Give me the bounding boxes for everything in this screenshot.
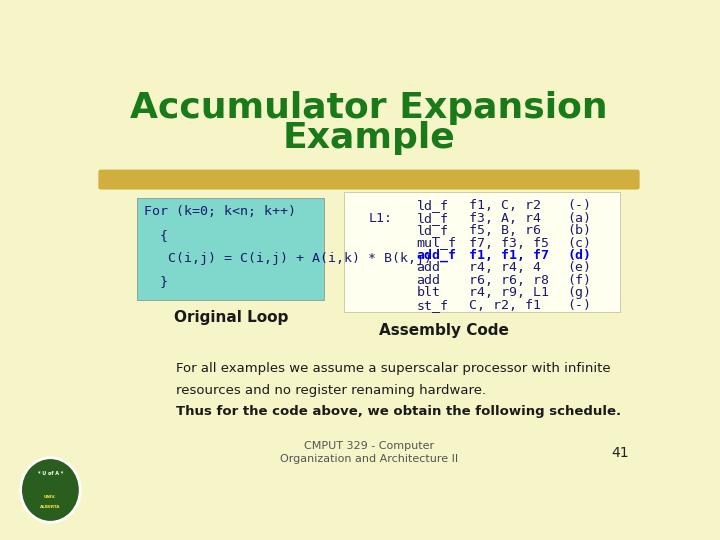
Text: For all examples we assume a superscalar processor with infinite: For all examples we assume a superscalar…: [176, 362, 611, 375]
Text: C, r2, f1: C, r2, f1: [469, 299, 541, 312]
Text: Accumulator Expansion: Accumulator Expansion: [130, 91, 608, 125]
Text: add: add: [416, 274, 441, 287]
Text: (f): (f): [567, 274, 591, 287]
Text: C(i,j) = C(i,j) + A(i,k) * B(k,j): C(i,j) = C(i,j) + A(i,k) * B(k,j): [144, 252, 432, 265]
Text: For (k=0; k<n; k++): For (k=0; k<n; k++): [144, 205, 296, 218]
Text: mul_f: mul_f: [416, 237, 456, 249]
Text: (d): (d): [567, 249, 591, 262]
Text: 41: 41: [611, 446, 629, 460]
Text: (-): (-): [567, 299, 591, 312]
Text: r6, r6, r8: r6, r6, r8: [469, 274, 549, 287]
Text: f3, A, r4: f3, A, r4: [469, 212, 541, 225]
FancyBboxPatch shape: [138, 198, 324, 300]
Text: resources and no register renaming hardware.: resources and no register renaming hardw…: [176, 384, 487, 397]
Text: st_f: st_f: [416, 299, 449, 312]
Text: L1:: L1:: [369, 212, 393, 225]
Text: Thus for the code above, we obtain the following schedule.: Thus for the code above, we obtain the f…: [176, 406, 621, 419]
Text: (g): (g): [567, 286, 591, 299]
Text: Original Loop: Original Loop: [174, 310, 288, 325]
Text: * U of A *: * U of A *: [37, 471, 63, 476]
Text: UNIV.: UNIV.: [44, 495, 57, 499]
FancyBboxPatch shape: [344, 192, 620, 312]
Text: blt: blt: [416, 286, 441, 299]
Circle shape: [21, 458, 80, 522]
Text: Example: Example: [283, 120, 455, 154]
FancyBboxPatch shape: [99, 170, 639, 190]
Text: CMPUT 329 - Computer
Organization and Architecture II: CMPUT 329 - Computer Organization and Ar…: [280, 441, 458, 464]
Text: }: }: [144, 275, 168, 288]
Text: (-): (-): [567, 199, 591, 212]
Text: r4, r4, 4: r4, r4, 4: [469, 261, 541, 274]
Text: f7, f3, f5: f7, f3, f5: [469, 237, 549, 249]
Text: (a): (a): [567, 212, 591, 225]
Text: (c): (c): [567, 237, 591, 249]
Text: (b): (b): [567, 224, 591, 237]
Text: ld_f: ld_f: [416, 199, 449, 212]
Text: ld_f: ld_f: [416, 224, 449, 237]
Text: f1, f1, f7: f1, f1, f7: [469, 249, 549, 262]
Text: (e): (e): [567, 261, 591, 274]
Text: ALBERTA: ALBERTA: [40, 505, 60, 509]
Text: f1, C, r2: f1, C, r2: [469, 199, 541, 212]
Text: ld_f: ld_f: [416, 212, 449, 225]
Text: add_f: add_f: [416, 249, 456, 262]
Text: r4, r9, L1: r4, r9, L1: [469, 286, 549, 299]
Text: {: {: [144, 228, 168, 241]
Text: f5, B, r6: f5, B, r6: [469, 224, 541, 237]
Text: Assembly Code: Assembly Code: [379, 322, 509, 338]
Text: add: add: [416, 261, 441, 274]
